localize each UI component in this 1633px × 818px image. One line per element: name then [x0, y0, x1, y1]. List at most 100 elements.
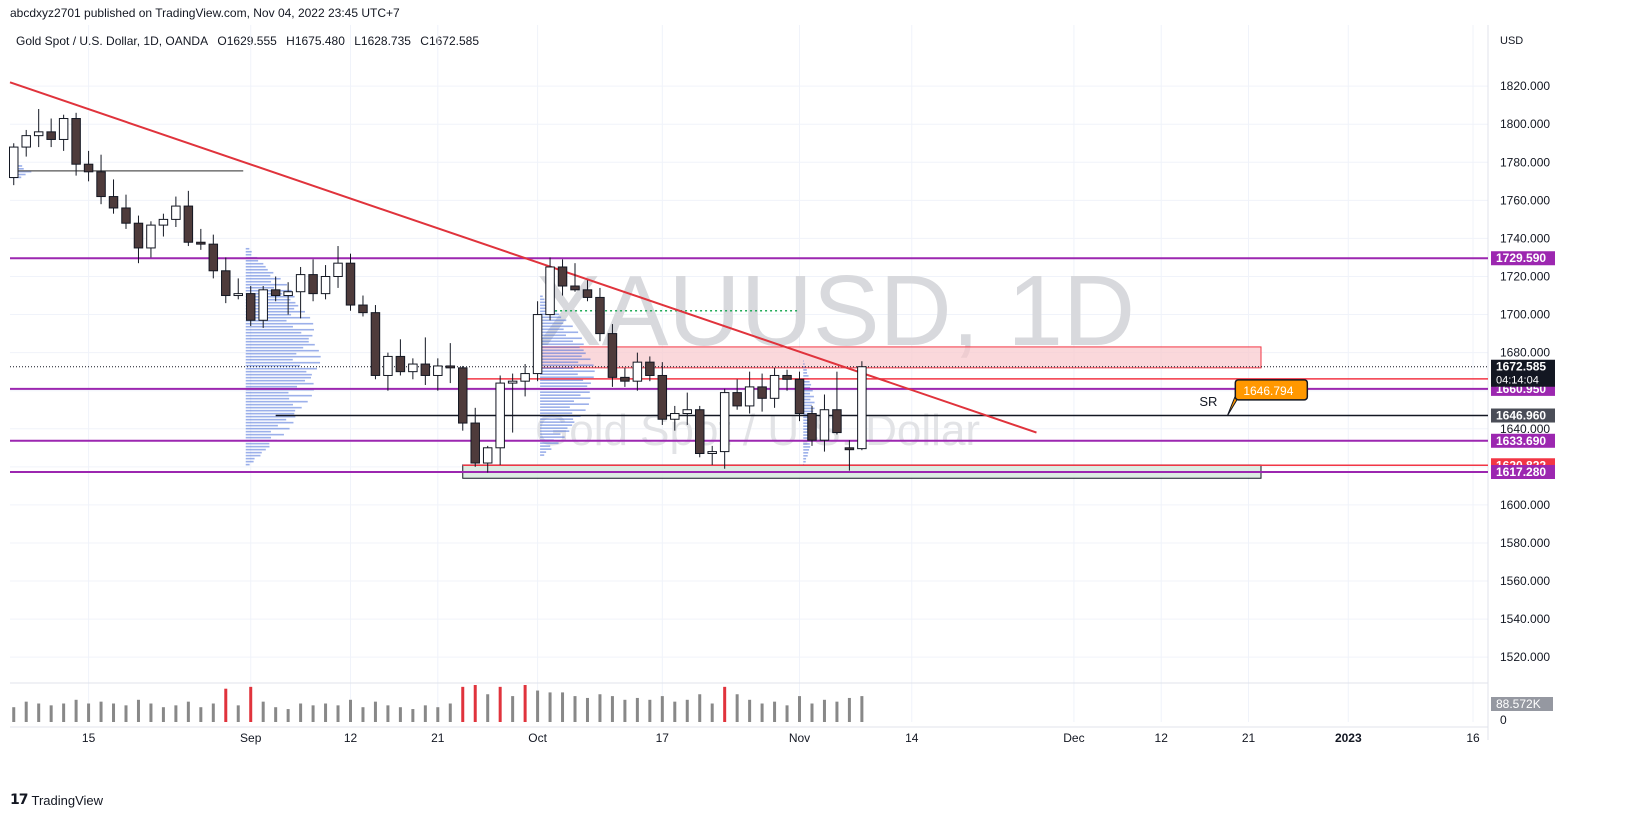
candle-down [83, 163, 94, 173]
volume-bar [199, 707, 203, 722]
time-axis[interactable]: 15 Sep 12 21 Oct 17 Nov 14 Dec 12 21 2023 16 [82, 731, 1480, 745]
tradingview-logo[interactable]: 17 TradingView [10, 792, 103, 808]
ohlc-high: H1675.480 [286, 34, 345, 48]
profile-row [245, 352, 297, 355]
candle-down [782, 374, 792, 380]
profile-row [245, 391, 289, 394]
profile-row [803, 363, 805, 365]
price-tick-label: 1580.000 [1500, 536, 1550, 550]
volume-bar [386, 705, 390, 722]
volume-bar [12, 707, 16, 722]
volume-bar [87, 703, 91, 722]
time-tick-label: 2023 [1335, 731, 1362, 745]
current-price-tag: 1672.585 [1496, 360, 1546, 374]
profile-row [245, 298, 291, 301]
volume-bar [49, 705, 53, 722]
candle-up [670, 413, 680, 420]
candle-down [657, 374, 668, 420]
price-tag-purple: 1729.590 [1496, 251, 1546, 265]
candle-down [420, 363, 431, 376]
profile-row [803, 460, 806, 463]
profile-row [245, 313, 292, 316]
profile-row [803, 366, 806, 368]
profile-row [540, 316, 562, 319]
profile-row [245, 460, 254, 463]
profile-row [540, 394, 581, 396]
profile-row [540, 403, 589, 405]
volume-bar [835, 701, 839, 722]
profile-row [245, 322, 314, 325]
profile-row [540, 379, 584, 382]
candle-up [545, 266, 555, 316]
volume-bar [511, 696, 515, 722]
volume-tag: 88.572K [1496, 697, 1541, 711]
sr-label: SR [1199, 394, 1217, 409]
profile-row [245, 253, 252, 256]
volume-bar [685, 699, 689, 722]
profile-row [245, 463, 250, 466]
volume-bar [37, 703, 41, 722]
time-tick-label: Nov [789, 731, 810, 745]
profile-row [540, 301, 546, 304]
volume-bar [62, 703, 66, 722]
profile-row [245, 451, 262, 454]
profile-row [245, 247, 250, 250]
volume-bar [324, 703, 328, 722]
profile-row [540, 349, 584, 352]
candle-up [233, 293, 243, 297]
watermark-description: Gold Spot / U.S. Dollar [535, 406, 980, 455]
candle-down [645, 361, 655, 376]
volume-bar [24, 701, 28, 722]
profile-row [245, 307, 295, 310]
price-axis[interactable]: USD 1520.000 1540.000 1560.000 1580.000 1600.… [1491, 35, 1555, 727]
profile-row [540, 355, 582, 358]
volume-zero-label: 0 [1500, 713, 1507, 727]
profile-row [245, 268, 268, 271]
candle-up [9, 146, 19, 179]
candle-up [433, 365, 443, 376]
profile-row [803, 395, 814, 398]
profile-row [540, 328, 564, 331]
profile-row [540, 382, 591, 385]
volume-bar [798, 696, 802, 722]
volume-bar [423, 705, 427, 722]
candle-up [383, 355, 393, 376]
profile-row [540, 385, 588, 388]
sr-badge-value: 1646.794 [1243, 384, 1293, 398]
price-tick-label: 1560.000 [1500, 574, 1550, 588]
profile-row [245, 355, 321, 358]
candle-up [333, 262, 343, 277]
profile-row [803, 386, 811, 389]
volume-bar [149, 703, 153, 722]
candle-down [757, 386, 767, 399]
volume-bar [461, 686, 465, 722]
profile-row [803, 431, 810, 433]
volume-bar [236, 705, 240, 722]
candle-up [408, 363, 418, 373]
candle-down [570, 285, 580, 291]
candle-down [395, 355, 406, 373]
profile-row [803, 401, 815, 404]
candle-down [557, 266, 568, 287]
profile-row [540, 406, 570, 408]
volume-bar [124, 705, 128, 722]
profile-row [245, 304, 299, 307]
profile-row [245, 364, 301, 367]
time-tick-label: 16 [1466, 731, 1480, 745]
profile-row [245, 328, 314, 331]
profile-row [245, 274, 271, 277]
volume-bar [112, 703, 116, 722]
profile-row [245, 457, 255, 460]
profile-row [245, 358, 293, 361]
symbol-info: Gold Spot / U.S. Dollar, 1D, OANDA O1629… [16, 34, 485, 48]
profile-row [245, 361, 321, 364]
profile-row [245, 343, 315, 346]
profile-row [540, 325, 573, 328]
volume-bar [785, 705, 789, 722]
time-tick-label: 21 [1242, 731, 1256, 745]
profile-row [540, 427, 568, 429]
profile-row [245, 421, 294, 424]
volume-bar [723, 686, 727, 722]
volume-bar [773, 701, 777, 722]
